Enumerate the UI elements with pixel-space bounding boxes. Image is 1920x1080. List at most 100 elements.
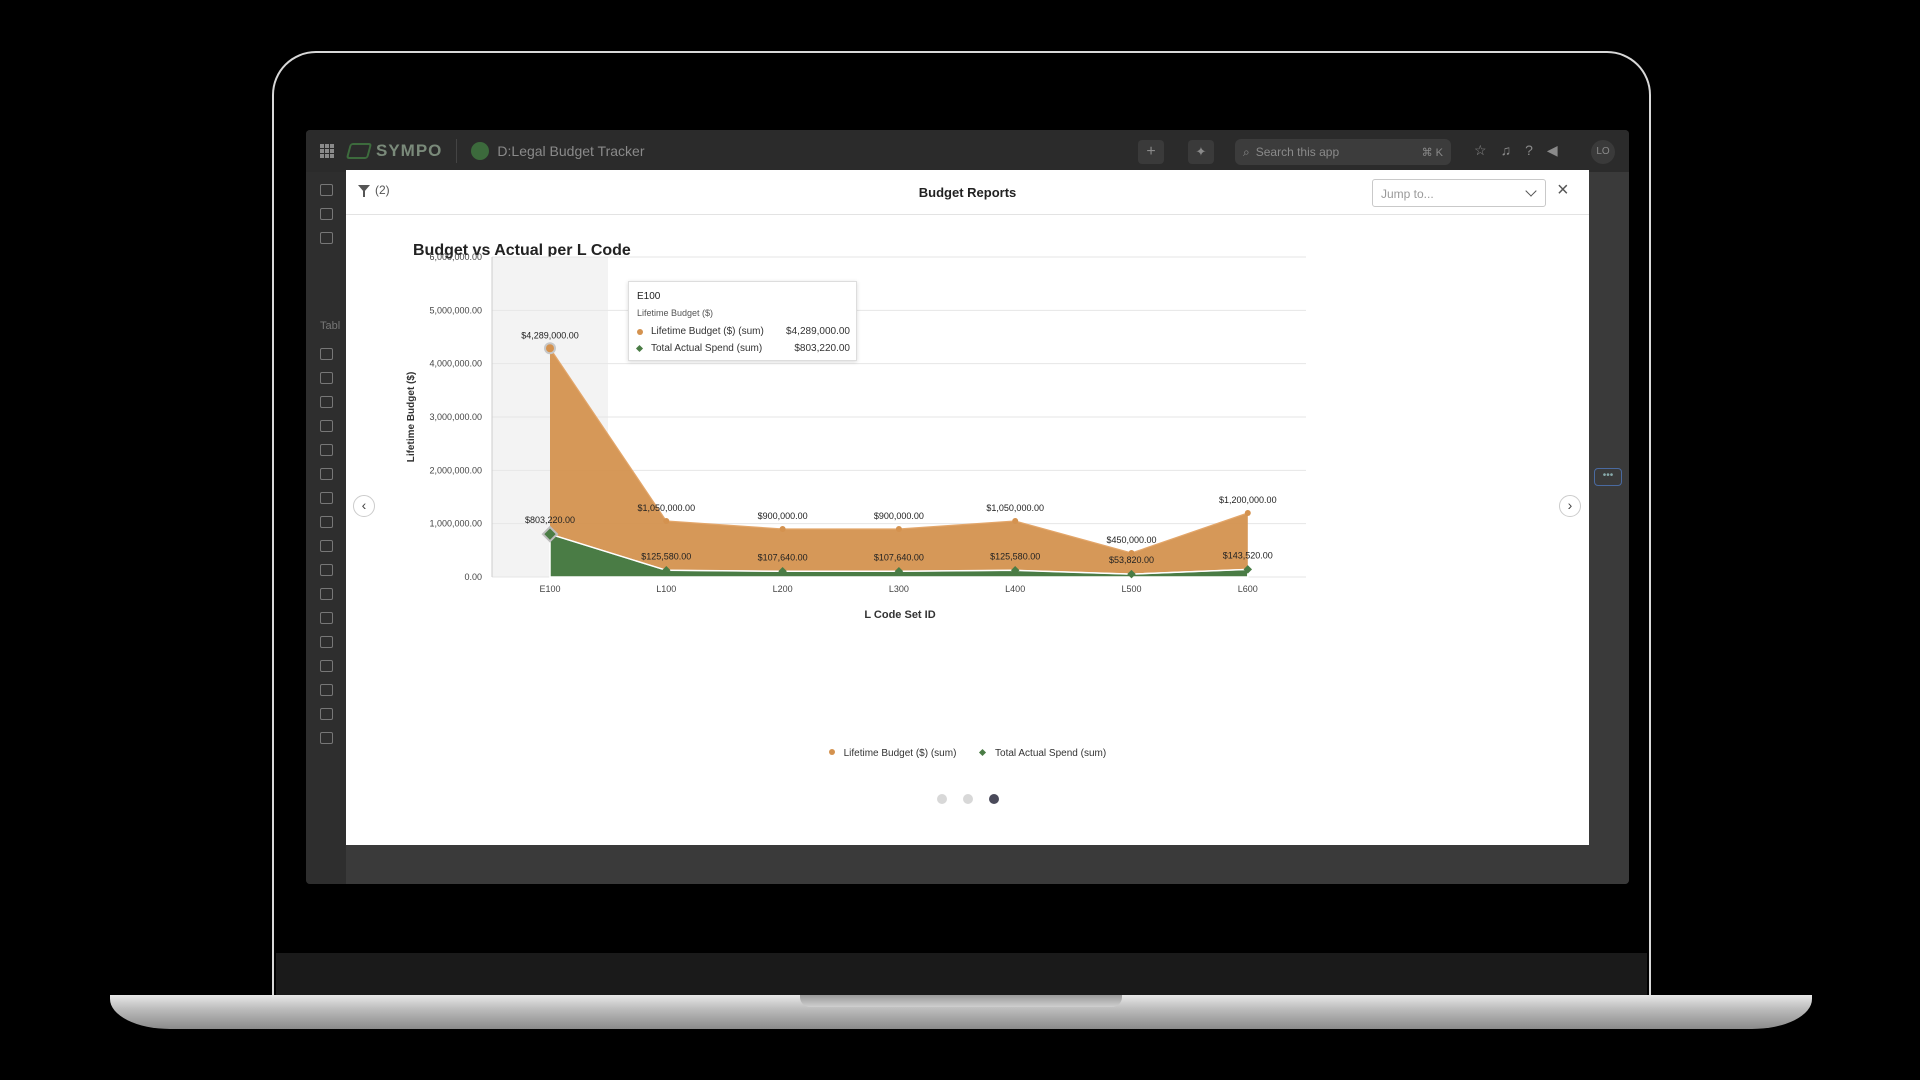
top-bar: SYMPO D:Legal Budget Tracker + ✦ ⌕ Searc… [306, 130, 1629, 172]
legend-item[interactable]: Lifetime Budget ($) (sum) [828, 748, 957, 759]
toolbar-icons: ☆ ♫ ? ◀ [1474, 142, 1558, 159]
data-point [662, 566, 671, 575]
laptop-chin [276, 953, 1647, 995]
sympo-logo-icon [345, 143, 373, 159]
x-tick-label: L300 [889, 584, 909, 594]
y-tick-label: 1,000,000.00 [429, 519, 482, 529]
data-label: $143,520.00 [1223, 550, 1273, 560]
y-tick-label: 4,000,000.00 [429, 359, 482, 369]
data-label: $107,640.00 [758, 552, 808, 562]
app-grid-icon[interactable] [320, 144, 334, 158]
sidebar-item-icon[interactable] [320, 492, 333, 504]
data-label: $125,580.00 [641, 551, 691, 561]
screen: SYMPO D:Legal Budget Tracker + ✦ ⌕ Searc… [306, 130, 1629, 884]
legend-label: Lifetime Budget ($) (sum) [843, 748, 957, 759]
data-label: $1,200,000.00 [1219, 495, 1277, 505]
filter-count: (2) [375, 183, 390, 197]
data-label: $125,580.00 [990, 551, 1040, 561]
data-point [1243, 565, 1253, 574]
modal-header: (2) Budget Reports Jump to... × [346, 170, 1589, 215]
more-options-button[interactable]: ••• [1594, 468, 1622, 486]
checkbox-icon[interactable] [320, 708, 333, 720]
tooltip-row-value: $803,220.00 [794, 343, 850, 354]
sidebar-item-icon[interactable] [320, 420, 333, 432]
filter-icon [358, 184, 370, 197]
brand[interactable]: SYMPO [345, 141, 443, 161]
tooltip-row-label: Lifetime Budget ($) (sum) [651, 326, 764, 337]
prev-chart-button[interactable]: ‹ [353, 495, 375, 517]
legend-marker-icon [979, 748, 987, 757]
page-dot[interactable] [962, 794, 973, 804]
y-tick-label: 0.00 [464, 572, 482, 582]
megaphone-icon[interactable]: ◀ [1546, 142, 1558, 158]
next-chart-button[interactable]: › [1559, 495, 1581, 517]
help-icon[interactable]: ? [1525, 142, 1533, 158]
add-icon[interactable]: + [1138, 140, 1164, 164]
data-label: $53,820.00 [1109, 555, 1154, 565]
jump-to-select[interactable]: Jump to... [1372, 179, 1546, 207]
x-axis-title: L Code Set ID [864, 609, 935, 621]
sidebar-item-icon[interactable] [320, 612, 333, 624]
sidebar-item-icon[interactable] [320, 564, 333, 576]
x-tick-label: L600 [1238, 584, 1258, 594]
sidebar-item-icon[interactable] [320, 396, 333, 408]
pagination-dots [346, 794, 1589, 804]
folder-icon[interactable] [320, 732, 333, 744]
x-tick-label: L100 [656, 584, 676, 594]
data-label: $4,289,000.00 [521, 330, 579, 340]
app-title[interactable]: D:Legal Budget Tracker [497, 143, 645, 159]
data-point [779, 526, 786, 532]
chart-title: Budget vs Actual per L Code [413, 242, 631, 259]
star-icon[interactable]: ☆ [1474, 142, 1487, 158]
sidebar: Tabl [306, 172, 346, 884]
avatar[interactable]: LO [1591, 140, 1615, 164]
data-point [895, 526, 902, 532]
home-icon[interactable] [320, 184, 333, 196]
data-label: $900,000.00 [874, 511, 924, 521]
folder-icon[interactable] [320, 636, 333, 648]
divider [456, 139, 458, 163]
sidebar-item-icon[interactable] [320, 372, 333, 384]
folder-icon[interactable] [320, 660, 333, 672]
data-point [1012, 518, 1019, 524]
search-shortcut: ⌘ K [1421, 146, 1443, 159]
y-axis-title: Lifetime Budget ($) [406, 372, 417, 463]
folder-icon[interactable] [320, 684, 333, 696]
ai-sparkle-icon[interactable]: ✦ [1188, 140, 1214, 164]
search-input[interactable]: ⌕ Search this app ⌘ K [1235, 139, 1451, 165]
users-icon[interactable] [320, 208, 333, 220]
data-point [778, 567, 787, 576]
brand-name: SYMPO [376, 141, 443, 160]
app-icon [471, 142, 490, 160]
sidebar-item-icon[interactable] [320, 588, 333, 600]
x-tick-label: L400 [1005, 584, 1025, 594]
data-point [663, 518, 670, 524]
dollar-icon[interactable] [320, 444, 333, 456]
area-chart: 0.00 1,000,000.00 2,000,000.00 3,000,000.00… [406, 252, 1306, 621]
settings-icon[interactable] [320, 232, 333, 244]
x-tick-label: L500 [1121, 584, 1141, 594]
data-point [1128, 550, 1135, 556]
y-tick-label: 5,000,000.00 [429, 305, 482, 315]
legend-marker-icon [828, 749, 835, 755]
sidebar-item-icon[interactable] [320, 468, 333, 480]
close-icon[interactable]: × [1557, 179, 1569, 201]
data-label: $107,640.00 [874, 552, 924, 562]
filter-button[interactable]: (2) [358, 183, 390, 197]
data-point [1244, 510, 1251, 516]
legend-label: Total Actual Spend (sum) [995, 748, 1107, 759]
bell-icon[interactable]: ♫ [1500, 142, 1512, 158]
page-dot-active[interactable] [988, 794, 999, 804]
data-point [541, 525, 559, 543]
legend-item[interactable]: Total Actual Spend (sum) [979, 748, 1107, 759]
chart-tooltip: E100 Lifetime Budget ($) Lifetime Budget… [628, 281, 857, 361]
y-tick-label: 6,000,000.00 [429, 252, 482, 262]
tooltip-row-label: Total Actual Spend (sum) [651, 343, 763, 354]
sidebar-item-icon[interactable] [320, 516, 333, 528]
laptop-notch [800, 995, 1122, 1007]
sidebar-item-icon[interactable] [320, 540, 333, 552]
page-dot[interactable] [936, 794, 947, 804]
data-label: $1,050,000.00 [986, 503, 1044, 513]
search-placeholder: Search this app [1255, 145, 1340, 159]
sidebar-item-icon[interactable] [320, 348, 333, 360]
